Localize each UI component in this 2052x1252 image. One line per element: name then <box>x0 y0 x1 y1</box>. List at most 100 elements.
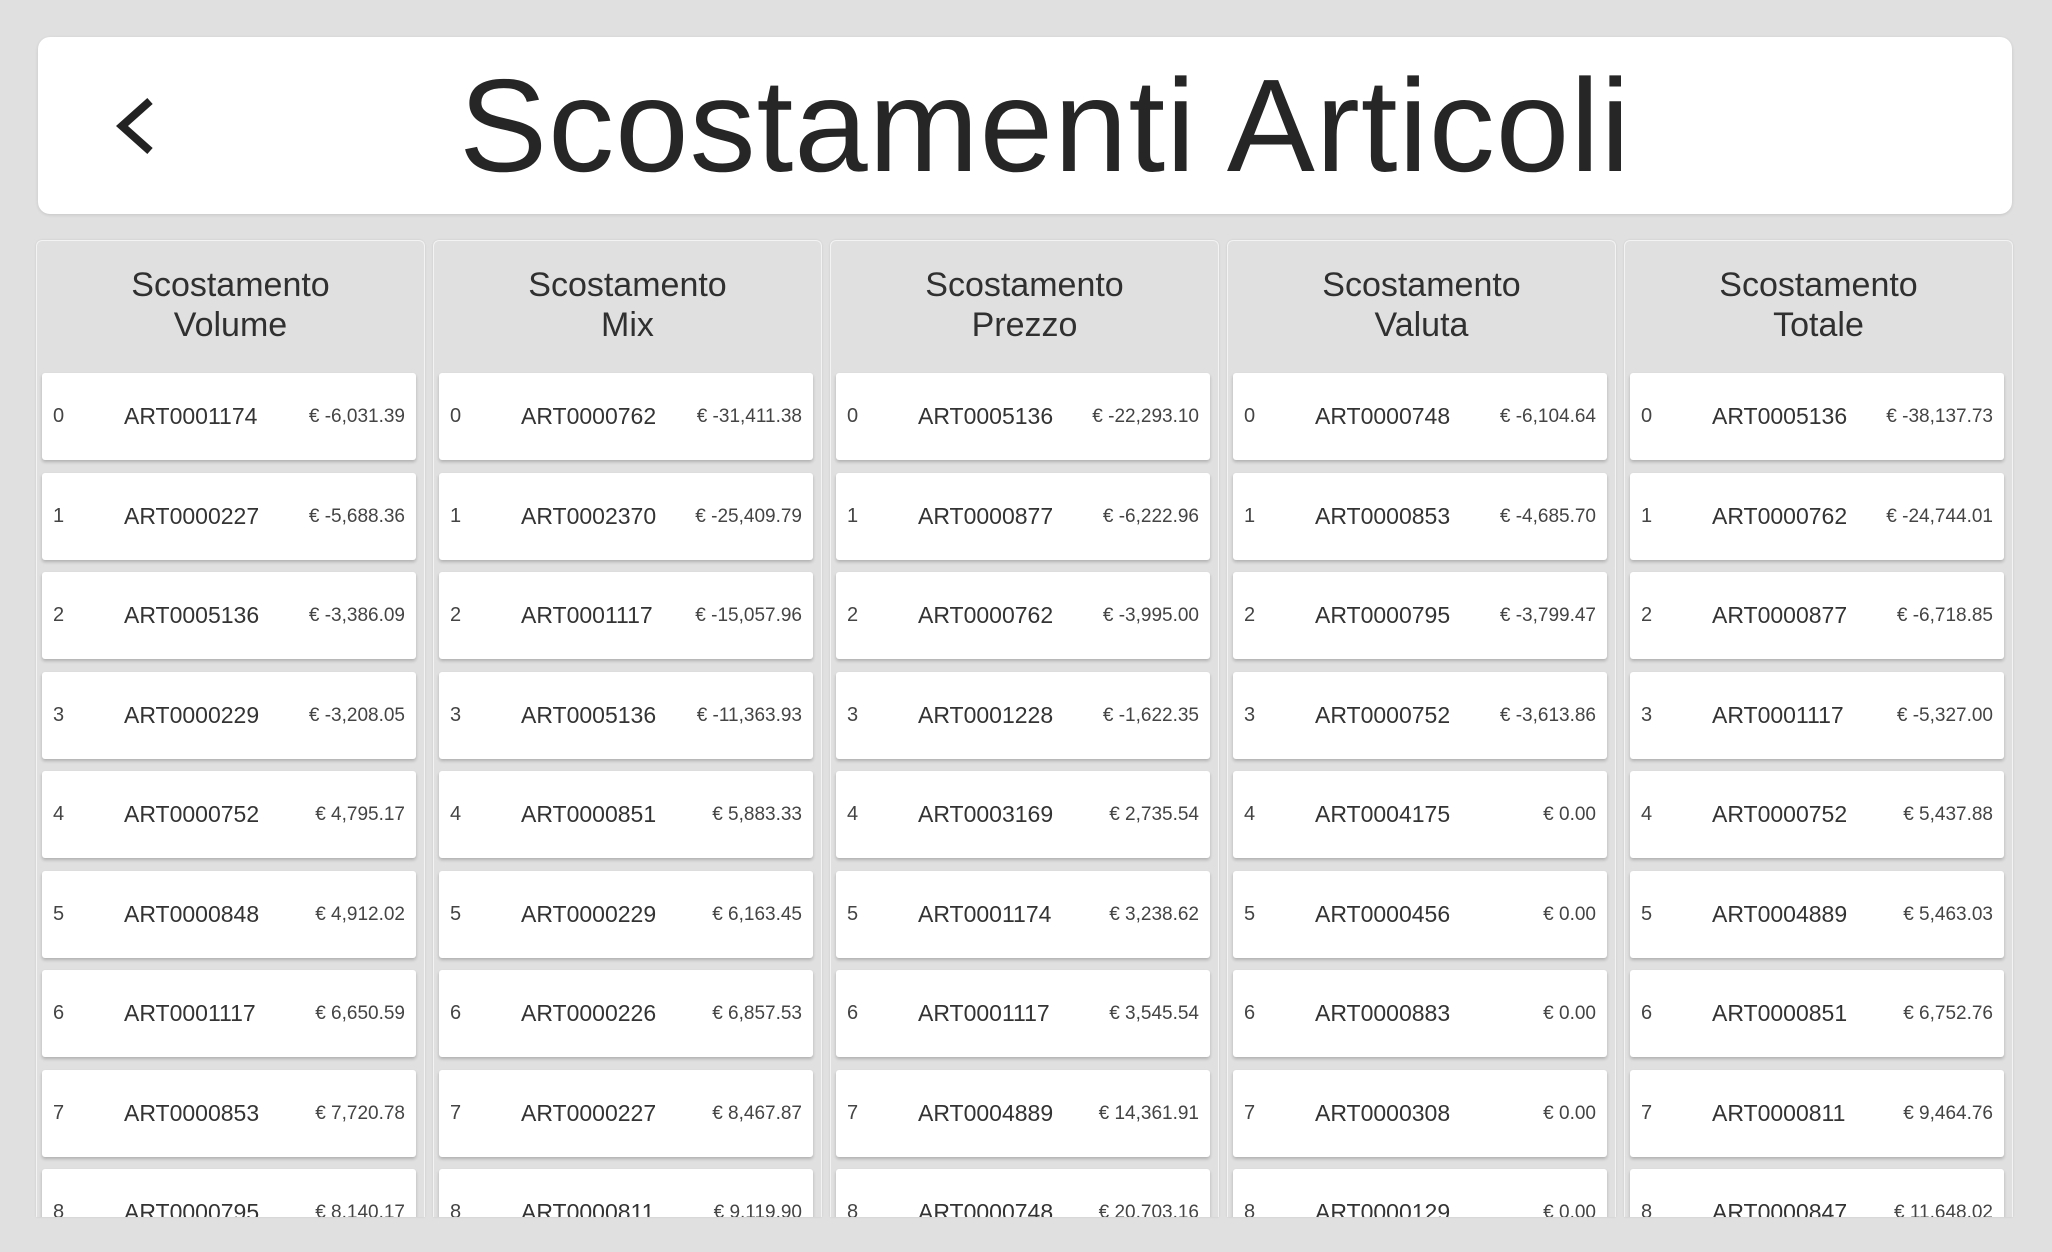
variance-value: € -6,031.39 <box>308 406 405 427</box>
list-item[interactable]: 1 ART0000762 € -24,744.01 <box>1630 472 2004 560</box>
list-item[interactable]: 2 ART0000762 € -3,995.00 <box>836 572 1210 659</box>
row-index: 2 <box>1641 604 1653 626</box>
list-item[interactable]: 7 ART0000308 € 0.00 <box>1233 1069 1607 1157</box>
page-title: Scostamenti Articoli <box>459 52 1631 199</box>
list-item[interactable]: 2 ART0000877 € -6,718.85 <box>1630 572 2004 659</box>
list-item[interactable]: 4 ART0003169 € 2,735.54 <box>836 771 1210 858</box>
list-item[interactable]: 1 ART0002370 € -25,409.79 <box>439 472 813 560</box>
row-index: 5 <box>450 902 462 925</box>
list-item[interactable]: 8 ART0000847 € 11,648.02 <box>1630 1169 2004 1217</box>
column-scostamento-totale: Scostamento Totale 0 ART0005136 € -38,137.73… <box>1624 240 2013 1217</box>
variance-value: € -4,685.70 <box>1499 505 1596 527</box>
list-item[interactable]: 7 ART0000853 € 7,720.78 <box>42 1069 416 1157</box>
row-index: 2 <box>450 604 462 626</box>
list-item[interactable]: 4 ART0000851 € 5,883.33 <box>439 771 813 858</box>
article-code: ART0000752 <box>1712 801 1848 827</box>
column-header: Scostamento Totale <box>1625 241 2012 369</box>
row-index: 8 <box>1244 1201 1256 1217</box>
row-index: 2 <box>1244 604 1256 626</box>
row-index: 4 <box>450 803 462 825</box>
row-index: 8 <box>53 1201 65 1217</box>
article-code: ART0000877 <box>918 502 1054 529</box>
list-item[interactable]: 1 ART0000877 € -6,222.96 <box>836 472 1210 560</box>
article-code: ART0000851 <box>1712 1000 1848 1026</box>
column-header: Scostamento Mix <box>434 241 821 369</box>
article-code: ART0000308 <box>1315 1099 1451 1126</box>
list-item[interactable]: 1 ART0000227 € -5,688.36 <box>42 472 416 560</box>
list-item[interactable]: 0 ART0005136 € -38,137.73 <box>1630 373 2004 460</box>
list-item[interactable]: 0 ART0000748 € -6,104.64 <box>1233 373 1607 460</box>
list-item[interactable]: 6 ART0000226 € 6,857.53 <box>439 970 813 1057</box>
article-code: ART0000795 <box>124 1199 260 1217</box>
list-item[interactable]: 4 ART0000752 € 5,437.88 <box>1630 771 2004 858</box>
list-item[interactable]: 0 ART0000762 € -31,411.38 <box>439 373 813 460</box>
list-item[interactable]: 5 ART0001174 € 3,238.62 <box>836 870 1210 958</box>
variance-value: € 0.00 <box>1543 1003 1596 1024</box>
article-code: ART0000752 <box>1315 701 1451 728</box>
list-item[interactable]: 2 ART0001117 € -15,057.96 <box>439 572 813 659</box>
variance-value: € -38,137.73 <box>1886 406 1993 427</box>
list-item[interactable]: 7 ART0004889 € 14,361.91 <box>836 1069 1210 1157</box>
list-item[interactable]: 3 ART0000229 € -3,208.05 <box>42 671 416 759</box>
article-code: ART0001117 <box>1712 701 1844 728</box>
article-code: ART0004175 <box>1315 801 1451 827</box>
article-code: ART0001228 <box>918 701 1054 728</box>
list-item[interactable]: 5 ART0000229 € 6,163.45 <box>439 870 813 958</box>
variance-value: € 5,437.88 <box>1903 804 1993 825</box>
article-code: ART0004889 <box>918 1099 1054 1126</box>
list-item[interactable]: 0 ART0005136 € -22,293.10 <box>836 373 1210 460</box>
row-index: 5 <box>1244 902 1256 925</box>
row-index: 6 <box>847 1002 859 1024</box>
row-index: 4 <box>847 803 859 825</box>
article-code: ART0004889 <box>1712 900 1848 927</box>
variance-value: € -3,386.09 <box>308 605 405 626</box>
variance-value: € 9,119.90 <box>713 1202 802 1217</box>
list-item[interactable]: 2 ART0000795 € -3,799.47 <box>1233 572 1607 659</box>
row-index: 0 <box>1641 405 1653 427</box>
variance-value: € -3,208.05 <box>308 704 405 726</box>
list-item[interactable]: 8 ART0000795 € 8,140.17 <box>42 1169 416 1217</box>
article-code: ART0005136 <box>124 602 260 628</box>
variance-value: € -5,688.36 <box>308 505 405 527</box>
row-index: 5 <box>53 902 65 925</box>
row-index: 1 <box>1244 504 1256 527</box>
list-item[interactable]: 8 ART0000811 € 9,119.90 <box>439 1169 813 1217</box>
list-item[interactable]: 3 ART0000752 € -3,613.86 <box>1233 671 1607 759</box>
article-code: ART0002370 <box>521 502 657 529</box>
column-header-line2: Valuta <box>1374 306 1469 344</box>
list-item[interactable]: 4 ART0004175 € 0.00 <box>1233 771 1607 858</box>
column-header-line2: Volume <box>173 306 288 344</box>
list-item[interactable]: 6 ART0000851 € 6,752.76 <box>1630 970 2004 1057</box>
row-index: 6 <box>1244 1002 1256 1024</box>
article-code: ART0000851 <box>521 801 657 827</box>
list-item[interactable]: 6 ART0001117 € 6,650.59 <box>42 970 416 1057</box>
back-button[interactable] <box>98 71 178 181</box>
list-item[interactable]: 7 ART0000227 € 8,467.87 <box>439 1069 813 1157</box>
list-item[interactable]: 3 ART0001117 € -5,327.00 <box>1630 671 2004 759</box>
variance-value: € -5,327.00 <box>1896 704 1993 726</box>
row-index: 2 <box>53 604 65 626</box>
row-index: 3 <box>53 703 65 726</box>
list-item[interactable]: 6 ART0001117 € 3,545.54 <box>836 970 1210 1057</box>
list-item[interactable]: 5 ART0004889 € 5,463.03 <box>1630 870 2004 958</box>
row-index: 3 <box>450 703 462 726</box>
variance-value: € 2,735.54 <box>1109 804 1199 825</box>
list-item[interactable]: 2 ART0005136 € -3,386.09 <box>42 572 416 659</box>
list-item[interactable]: 3 ART0005136 € -11,363.93 <box>439 671 813 759</box>
list-item[interactable]: 5 ART0000848 € 4,912.02 <box>42 870 416 958</box>
variance-value: € 0.00 <box>1543 1202 1596 1217</box>
list-item[interactable]: 0 ART0001174 € -6,031.39 <box>42 373 416 460</box>
article-code: ART0000227 <box>521 1099 657 1126</box>
row-index: 6 <box>53 1002 65 1024</box>
list-item[interactable]: 6 ART0000883 € 0.00 <box>1233 970 1607 1057</box>
column-header: Scostamento Volume <box>37 241 424 369</box>
list-item[interactable]: 8 ART0000748 € 20,703.16 <box>836 1169 1210 1217</box>
list-item[interactable]: 4 ART0000752 € 4,795.17 <box>42 771 416 858</box>
article-code: ART0000853 <box>124 1099 260 1126</box>
list-item[interactable]: 1 ART0000853 € -4,685.70 <box>1233 472 1607 560</box>
list-item[interactable]: 8 ART0000129 € 0.00 <box>1233 1169 1607 1217</box>
row-index: 7 <box>1641 1101 1653 1124</box>
list-item[interactable]: 7 ART0000811 € 9,464.76 <box>1630 1069 2004 1157</box>
list-item[interactable]: 3 ART0001228 € -1,622.35 <box>836 671 1210 759</box>
list-item[interactable]: 5 ART0000456 € 0.00 <box>1233 870 1607 958</box>
